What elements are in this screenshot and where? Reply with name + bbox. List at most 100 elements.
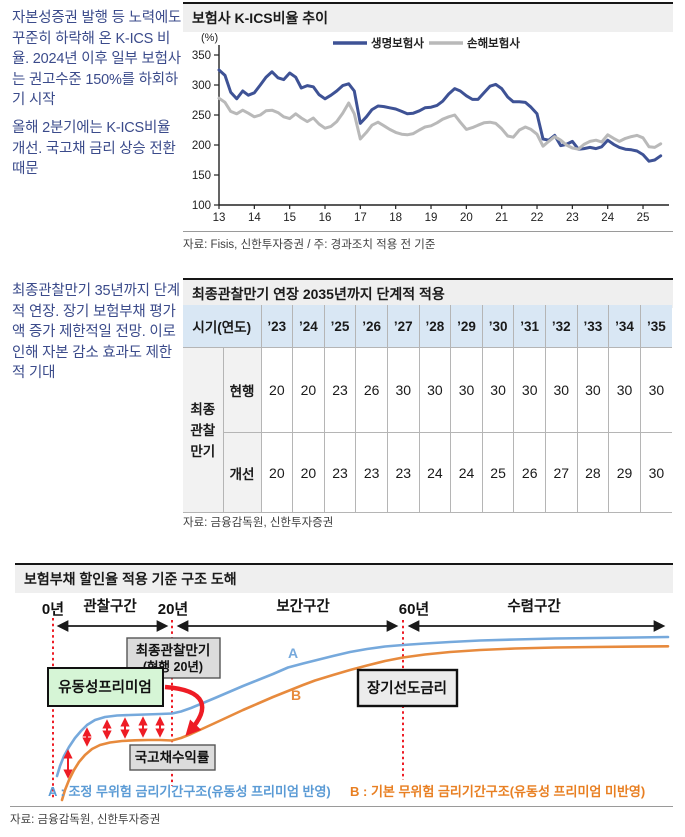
year-header-cell: ’29 xyxy=(450,305,483,348)
table-section-title: 최종관찰만기 연장 2035년까지 단계적 적용 xyxy=(183,278,673,308)
svg-text:17: 17 xyxy=(354,212,367,224)
year-header-cell: ’31 xyxy=(513,305,546,348)
label-0yr: 0년 xyxy=(42,601,64,618)
liquidity-pointer-arrow xyxy=(164,684,205,736)
year-header-cell: ’30 xyxy=(481,305,515,348)
svg-text:22: 22 xyxy=(531,212,544,224)
svg-text:16: 16 xyxy=(319,212,332,224)
svg-text:20: 20 xyxy=(460,212,473,224)
maturity-value-cell: 29 xyxy=(608,432,641,513)
svg-text:생명보험사: 생명보험사 xyxy=(371,36,424,50)
table-header-row: 시기(연도) ’23’24’25’26’27’28’29’30’31’32’33… xyxy=(183,305,672,348)
svg-text:250: 250 xyxy=(192,110,211,122)
legend-curve-b: B : 기본 무위험 금리기간구조(유동성 프리미엄 미반영) xyxy=(350,784,645,799)
svg-text:25: 25 xyxy=(637,212,650,224)
label-observe-zone: 관찰구간 xyxy=(83,598,137,615)
row-group-label-cell: 최종 관찰 만기 xyxy=(183,347,224,513)
maturity-value-cell: 25 xyxy=(481,432,515,513)
maturity-value-cell: 23 xyxy=(323,347,357,433)
maturity-value-cell: 30 xyxy=(481,347,515,433)
year-header-cell: ’28 xyxy=(418,305,452,348)
chart-section-title: 보험사 K-ICS비율 추이 xyxy=(183,2,673,32)
svg-text:150: 150 xyxy=(192,170,211,182)
svg-text:100: 100 xyxy=(192,200,211,212)
svg-text:15: 15 xyxy=(283,212,296,224)
year-header-cell: ’24 xyxy=(292,305,325,348)
svg-text:(%): (%) xyxy=(201,33,218,44)
discount-rate-structure-diagram: 0년 관찰구간 20년 보간구간 60년 수렴구간 최종관찰만기 (현행 20년… xyxy=(42,598,670,802)
year-header-cell: ’23 xyxy=(260,305,294,348)
year-header-cell: ’25 xyxy=(323,305,357,348)
liquidity-premium-arrows xyxy=(63,716,165,779)
row-label-cell: 개선 xyxy=(223,432,262,513)
maturity-value-cell: 23 xyxy=(323,432,357,513)
table-source-note: 자료: 금융감독원, 신한투자증권 xyxy=(183,517,334,529)
label-interpolate-zone: 보간구간 xyxy=(276,598,330,615)
svg-text:13: 13 xyxy=(213,212,226,224)
label-converge-zone: 수렴구간 xyxy=(507,598,561,615)
maturity-value-cell: 26 xyxy=(513,432,546,513)
label-60yr: 60년 xyxy=(399,601,430,618)
liquidity-premium-box xyxy=(47,667,164,707)
long-term-forward-rate-label: 장기선도금리 xyxy=(367,679,447,697)
curve-a-letter: A xyxy=(288,645,298,661)
svg-text:200: 200 xyxy=(192,140,211,152)
maturity-value-cell: 30 xyxy=(450,347,483,433)
svg-text:14: 14 xyxy=(248,212,261,224)
maturity-value-cell: 27 xyxy=(545,432,578,513)
long-term-forward-rate-box xyxy=(356,668,459,708)
maturity-value-cell: 30 xyxy=(639,432,672,513)
curve-b-letter: B xyxy=(291,687,301,703)
ktb-yield-label: 국고채수익률 xyxy=(135,749,210,765)
chart-source-note: 자료: Fisis, 신한투자증권 / 주: 경과조치 적용 전 기준 xyxy=(183,231,673,252)
year-header-cell: ’32 xyxy=(545,305,578,348)
maturity-value-cell: 24 xyxy=(450,432,483,513)
label-20yr: 20년 xyxy=(158,601,189,618)
svg-text:24: 24 xyxy=(601,212,614,224)
maturity-value-cell: 30 xyxy=(545,347,578,433)
maturity-value-cell: 30 xyxy=(386,347,420,433)
diagram-source-note: 자료: 금융감독원, 신한투자증권 xyxy=(10,806,673,827)
maturity-schedule-table: 시기(연도) ’23’24’25’26’27’28’29’30’31’32’33… xyxy=(183,305,672,513)
maturity-value-cell: 20 xyxy=(260,347,294,433)
maturity-value-cell: 20 xyxy=(260,432,294,513)
kics-ratio-line-chart: 100 150 200 250 300 350 13 14 15 16 17 18 19 20 21 22 23… xyxy=(192,33,669,224)
maturity-value-cell: 30 xyxy=(513,347,546,433)
year-header-cell: ’35 xyxy=(639,305,672,348)
legend-curve-a: A : 조정 무위험 금리기간구조(유동성 프리미엄 반영) xyxy=(48,784,331,799)
svg-text:손해보험사: 손해보험사 xyxy=(467,36,520,50)
svg-text:19: 19 xyxy=(425,212,438,224)
maturity-value-cell: 23 xyxy=(386,432,420,513)
svg-text:300: 300 xyxy=(192,80,211,92)
table-row: 개선 20 20 23 23 23 24 24 25 26 27 28 29 30 xyxy=(183,432,672,513)
maturity-value-cell: 23 xyxy=(355,432,388,513)
table-row: 최종 관찰 만기 현행 20 20 23 26 30 30 30 30 30 30 30 30 30 xyxy=(183,347,672,513)
year-header-cell: ’33 xyxy=(576,305,610,348)
year-header-cell: ’27 xyxy=(386,305,420,348)
year-header-cell: ’34 xyxy=(608,305,641,348)
maturity-value-cell: 30 xyxy=(639,347,672,433)
row-group-line: 만기 xyxy=(190,443,216,459)
svg-text:18: 18 xyxy=(389,212,402,224)
row-label-cell: 현행 xyxy=(222,347,262,433)
curve-a-adjusted-riskfree xyxy=(55,635,670,778)
margin-note-q2-improvement: 올해 2분기에는 K-ICS비율 개선. 국고채 금리 상승 전환 때문 xyxy=(12,120,176,177)
curve-b-base-riskfree xyxy=(60,644,670,802)
maturity-value-cell: 20 xyxy=(292,432,325,513)
maturity-value-cell: 26 xyxy=(355,347,388,433)
maturity-value-cell: 30 xyxy=(608,347,641,433)
maturity-value-cell: 28 xyxy=(576,432,610,513)
liquidity-premium-label: 유동성프리미엄 xyxy=(58,678,151,696)
maturity-value-cell: 30 xyxy=(418,347,452,433)
svg-text:350: 350 xyxy=(192,50,211,62)
final-observation-maturity-label: 최종관찰만기 xyxy=(136,642,211,658)
svg-text:21: 21 xyxy=(495,212,508,224)
diagram-section-title: 보험부채 할인율 적용 기준 구조 도해 xyxy=(15,563,673,593)
maturity-value-cell: 24 xyxy=(418,432,452,513)
margin-note-kics-decline: 자본성증권 발행 등 노력에도 꾸준히 하락해 온 K-ICS 비율. 2024… xyxy=(12,10,182,108)
maturity-value-cell: 30 xyxy=(576,347,610,433)
row-group-line: 관찰 xyxy=(190,422,216,438)
ktb-yield-box xyxy=(129,744,216,771)
year-header-cell: ’26 xyxy=(355,305,388,348)
